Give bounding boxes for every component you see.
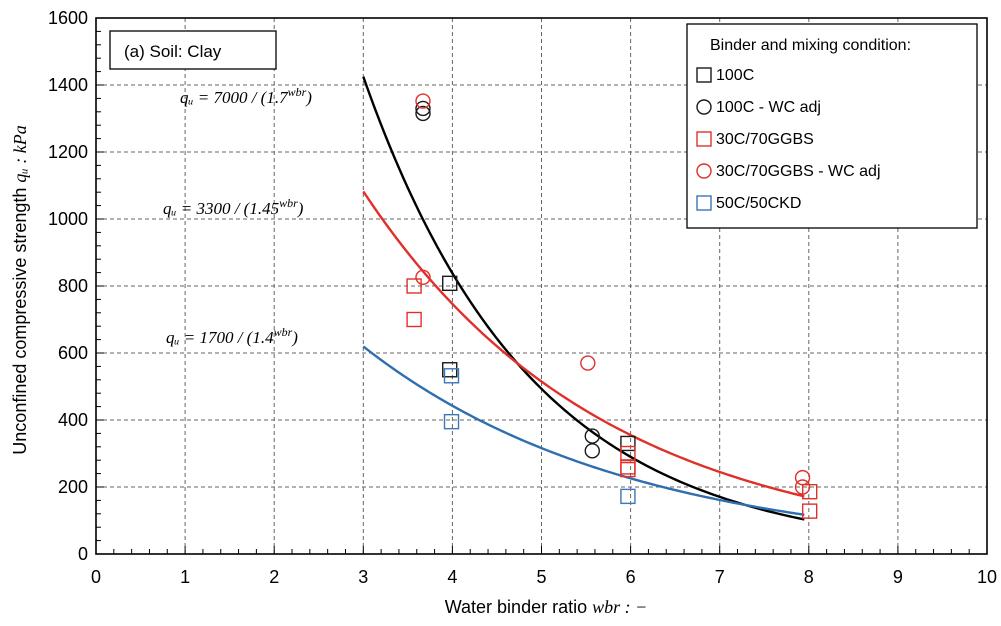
- plot-frame: [95, 17, 988, 555]
- x-tick-label: 1: [180, 567, 190, 587]
- data-point: [584, 428, 600, 444]
- x-axis-title-math: wbr : −: [592, 597, 647, 617]
- panel-label: (a) Soil: Clay: [109, 30, 277, 70]
- fit-equation-exponent: wbr: [274, 325, 293, 339]
- data-point: [442, 275, 458, 292]
- panel-label-text: (a) Soil: Clay: [124, 42, 222, 61]
- data-point: [584, 443, 600, 459]
- x-tick-label: 10: [977, 567, 997, 587]
- y-axis-title-text: Unconfined compressive strength: [10, 188, 30, 455]
- legend-label: 30C/70GGBS: [716, 131, 814, 148]
- x-tick-label: 5: [536, 567, 546, 587]
- legend-label: 100C: [716, 67, 754, 84]
- y-axis-title-math: qᵤ : kPa: [10, 125, 30, 182]
- data-point: [415, 105, 431, 122]
- legend-marker: [696, 131, 712, 147]
- data-points: [406, 93, 818, 519]
- fit-equation-exponent: wbr: [288, 85, 307, 99]
- panel-label-box: [109, 30, 277, 70]
- legend: Binder and mixing condition: 100C 100C - …: [686, 23, 978, 229]
- x-tick-labels: 0 1 2 3 4 5 6 7 8 9 10: [91, 567, 997, 587]
- fit-equation-close: ): [297, 199, 304, 218]
- fit-curve-2: [362, 190, 805, 498]
- x-tick-label: 3: [358, 567, 368, 587]
- legend-marker: [696, 195, 712, 211]
- data-point: [406, 278, 422, 294]
- legend-title: Binder and mixing condition:: [710, 37, 911, 54]
- y-tick-label: 800: [58, 276, 88, 296]
- x-tick-label: 7: [715, 567, 725, 587]
- y-axis-title: Unconfined compressive strength qᵤ : kPa: [10, 125, 30, 454]
- data-point: [406, 311, 422, 328]
- x-axis-title-text: Water binder ratio: [445, 597, 587, 617]
- fit-equation-exponent: wbr: [279, 196, 298, 210]
- y-tick-label: 200: [58, 477, 88, 497]
- data-point: [620, 461, 636, 478]
- legend-label: 100C - WC adj: [716, 99, 821, 116]
- legend-label: 30C/70GGBS - WC adj: [716, 163, 881, 180]
- fit-equation-2: qᵤ = 3300 / (1.45wbr): [163, 196, 304, 218]
- y-tick-label: 1400: [48, 75, 88, 95]
- data-point: [443, 368, 460, 384]
- data-point: [801, 503, 818, 519]
- data-point: [442, 362, 458, 378]
- x-tick-label: 9: [893, 567, 903, 587]
- fit-equation-3: qᵤ = 1700 / (1.4wbr): [166, 325, 298, 347]
- data-point: [580, 355, 596, 371]
- x-tick-label: 6: [626, 567, 636, 587]
- legend-marker: [696, 99, 712, 115]
- fit-curves: [362, 76, 805, 521]
- fit-equation-close: ): [305, 88, 312, 107]
- fit-equation-body: qᵤ = 3300 / (1.45: [163, 199, 279, 218]
- y-tick-label: 1600: [48, 8, 88, 28]
- fit-equations: qᵤ = 7000 / (1.7wbr)qᵤ = 3300 / (1.45wbr…: [163, 85, 312, 347]
- x-tick-label: 0: [91, 567, 101, 587]
- data-point: [443, 413, 460, 430]
- fit-equation-body: qᵤ = 7000 / (1.7: [180, 88, 289, 107]
- fit-curve-3: [362, 345, 805, 516]
- x-tick-label: 4: [447, 567, 457, 587]
- y-tick-label: 600: [58, 343, 88, 363]
- y-tick-label: 0: [78, 544, 88, 564]
- legend-marker: [696, 67, 712, 83]
- data-point: [415, 93, 431, 109]
- legend-items: 100C 100C - WC adj 30C/70GGBS 30C/70GGBS - …: [696, 67, 881, 212]
- x-axis-title: Water binder ratio wbr : −: [445, 597, 648, 617]
- data-point: [620, 435, 636, 452]
- y-tick-labels: 0 200 400 600 800 1000 1200 1400 1600: [48, 8, 88, 564]
- legend-box: [686, 23, 978, 229]
- legend-label: 50C/50CKD: [716, 195, 801, 212]
- y-tick-label: 1200: [48, 142, 88, 162]
- y-tick-label: 400: [58, 410, 88, 430]
- y-tick-label: 1000: [48, 209, 88, 229]
- x-tick-label: 8: [804, 567, 814, 587]
- data-point: [794, 479, 811, 495]
- data-point: [415, 269, 431, 285]
- data-point: [620, 488, 636, 505]
- data-point: [415, 100, 431, 117]
- legend-marker: [696, 163, 712, 179]
- fit-equation-body: qᵤ = 1700 / (1.4: [166, 328, 274, 347]
- x-tick-label: 2: [269, 567, 279, 587]
- fit-equation-1: qᵤ = 7000 / (1.7wbr): [180, 85, 312, 107]
- data-point: [794, 469, 811, 486]
- fit-equation-close: ): [291, 328, 298, 347]
- fit-curve-1: [362, 76, 805, 521]
